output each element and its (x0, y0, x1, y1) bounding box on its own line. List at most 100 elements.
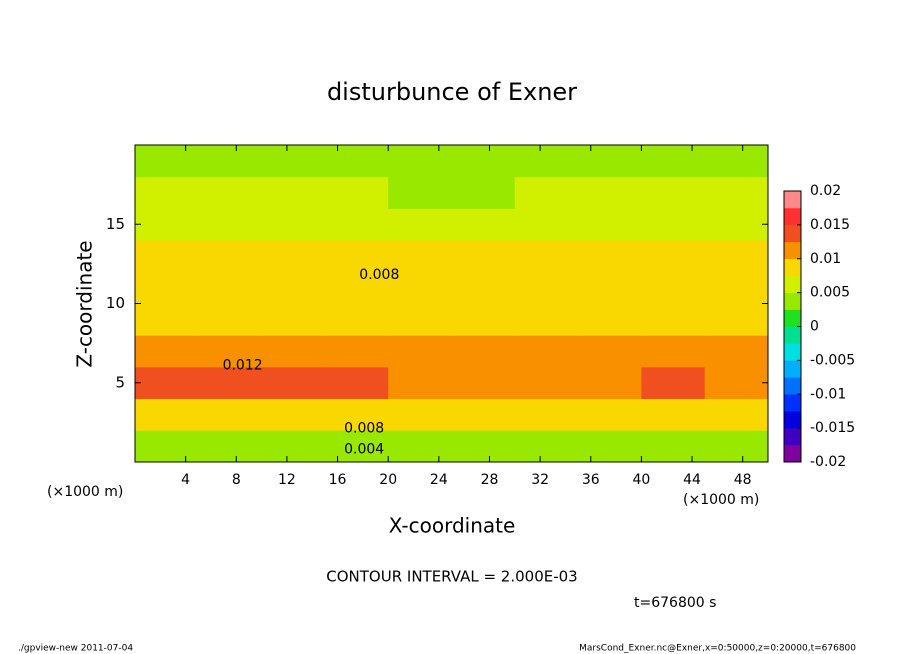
field-cell (324, 335, 389, 368)
field-cell (514, 398, 579, 431)
colorbar-tick-label: 0.005 (810, 285, 850, 301)
field-cell (261, 398, 326, 431)
colorbar-band (784, 343, 801, 361)
field-cell (451, 398, 516, 431)
field-cell (261, 430, 326, 463)
field-cell (324, 366, 389, 400)
field-cell (388, 366, 452, 400)
x-unit: (×1000 m) (47, 484, 123, 500)
field-cell (451, 430, 516, 463)
field-cell (578, 335, 642, 368)
field-cell (324, 271, 389, 304)
field-cell (641, 208, 706, 241)
x-tick-label: 12 (278, 472, 296, 488)
field-cell (514, 271, 579, 304)
colorbar-band (784, 428, 801, 446)
field-cell (578, 176, 642, 209)
field-cell (704, 335, 769, 368)
field-cell (261, 303, 326, 336)
field-cell (198, 335, 263, 368)
field-cell (514, 208, 579, 241)
footer: MarsCond_Exner.nc@Exner,x=0:50000,z=0:20… (579, 644, 856, 654)
colorbar-tick-label: 0.015 (810, 217, 850, 233)
field-cell (388, 430, 452, 463)
colorbar-tick-label: 0 (810, 319, 819, 335)
colorbar-band (784, 241, 801, 260)
colorbar-band (784, 377, 801, 395)
contour-label: 0.008 (344, 421, 384, 437)
colorbar-band (784, 394, 801, 412)
field-cell (198, 176, 263, 209)
field-cell (704, 398, 769, 431)
x-tick-label: 8 (232, 472, 241, 488)
field-cell (261, 335, 326, 368)
field-cell (198, 145, 263, 178)
field-cell (704, 303, 769, 336)
colorbar-band (784, 292, 801, 310)
field-cell (578, 398, 642, 431)
y-axis-label: Z-coordinate (73, 240, 97, 367)
field-cell (135, 430, 199, 463)
field-cell (324, 398, 389, 431)
x-unit: (×1000 m) (683, 492, 759, 508)
field-cell (388, 398, 452, 431)
field-cell (135, 303, 199, 336)
field-cell (198, 430, 263, 463)
x-tick-label: 48 (734, 472, 752, 488)
contour-interval: CONTOUR INTERVAL = 2.000E-03 (326, 568, 577, 586)
field-cell (704, 145, 769, 178)
field-cell (704, 366, 769, 400)
colorbar-tick-label: -0.01 (810, 386, 846, 402)
colorbar-tick-label: -0.02 (810, 454, 846, 470)
field-cell (324, 240, 389, 273)
field-cell (578, 240, 642, 273)
field-cell (514, 335, 579, 368)
field-cell (135, 145, 199, 178)
field-cell (135, 398, 199, 431)
colorbar-band (784, 309, 801, 327)
field-cell (704, 430, 769, 463)
field-cell (578, 366, 642, 400)
colorbar-tick-label: 0.01 (810, 251, 841, 267)
footer: ./gpview-new 2011-07-04 (18, 644, 133, 654)
x-tick-label: 40 (632, 472, 650, 488)
field-cell (388, 208, 452, 241)
field-cell (388, 176, 452, 209)
field-cell (135, 366, 199, 400)
field-cell (324, 176, 389, 209)
field-cell (641, 271, 706, 304)
field-cell (198, 303, 263, 336)
x-tick-label: 44 (683, 472, 701, 488)
field-cell (514, 430, 579, 463)
field-cell (704, 208, 769, 241)
x-tick-label: 32 (531, 472, 549, 488)
field-cell (641, 176, 706, 209)
y-tick-label: 5 (115, 373, 125, 391)
field-cell (451, 271, 516, 304)
field-cell (704, 240, 769, 273)
field-cell (514, 303, 579, 336)
colorbar-band (784, 191, 801, 209)
x-tick-label: 36 (582, 472, 600, 488)
field-cell (641, 145, 706, 178)
field-cell (135, 208, 199, 241)
field-cell (704, 271, 769, 304)
colorbar-tick-label: -0.005 (810, 352, 855, 368)
field-cell (514, 240, 579, 273)
field-cell (451, 366, 516, 400)
field-cell (198, 240, 263, 273)
colorbar-band (784, 207, 801, 226)
field-cell (198, 366, 263, 400)
field-cell (578, 271, 642, 304)
field-cell (261, 208, 326, 241)
x-tick-label: 16 (329, 472, 347, 488)
colorbar-tick-label: -0.015 (810, 420, 855, 436)
field-cell (578, 145, 642, 178)
field-cell (135, 335, 199, 368)
x-tick-label: 28 (481, 472, 499, 488)
field-cell (641, 398, 706, 431)
colorbar-band (784, 360, 801, 378)
field-cell (514, 145, 579, 178)
field-cell (324, 145, 389, 178)
time-label: t=676800 s (634, 595, 716, 611)
